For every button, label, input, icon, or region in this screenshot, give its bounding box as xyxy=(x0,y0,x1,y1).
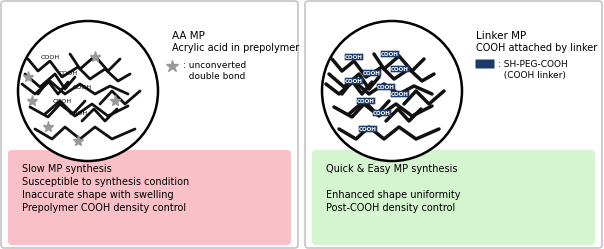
FancyBboxPatch shape xyxy=(357,98,375,104)
Text: (COOH linker): (COOH linker) xyxy=(498,70,566,79)
Text: Slow MP synthesis: Slow MP synthesis xyxy=(22,164,112,174)
FancyBboxPatch shape xyxy=(359,126,378,132)
Text: COOH: COOH xyxy=(359,126,377,131)
Text: Quick & Easy MP synthesis: Quick & Easy MP synthesis xyxy=(326,164,457,174)
FancyBboxPatch shape xyxy=(345,54,363,60)
Text: Inaccurate shape with swelling: Inaccurate shape with swelling xyxy=(22,190,173,200)
Text: COOH: COOH xyxy=(391,91,409,97)
FancyBboxPatch shape xyxy=(475,60,495,68)
FancyBboxPatch shape xyxy=(391,91,410,97)
Text: COOH: COOH xyxy=(59,70,77,75)
FancyBboxPatch shape xyxy=(305,1,602,248)
Text: COOH: COOH xyxy=(68,111,88,116)
Text: : SH-PEG-COOH: : SH-PEG-COOH xyxy=(498,60,568,68)
Circle shape xyxy=(18,21,158,161)
Text: COOH attached by linker: COOH attached by linker xyxy=(476,43,597,53)
FancyBboxPatch shape xyxy=(377,84,395,90)
FancyBboxPatch shape xyxy=(391,66,410,72)
FancyBboxPatch shape xyxy=(345,78,363,84)
Text: COOH: COOH xyxy=(53,99,71,104)
Text: COOH: COOH xyxy=(377,84,395,89)
Text: Enhanced shape uniformity: Enhanced shape uniformity xyxy=(326,190,460,200)
Text: COOH: COOH xyxy=(363,70,381,75)
Text: COOH: COOH xyxy=(40,55,60,60)
FancyBboxPatch shape xyxy=(373,110,391,116)
Text: COOH: COOH xyxy=(391,66,409,71)
FancyBboxPatch shape xyxy=(1,1,298,248)
Text: COOH: COOH xyxy=(72,84,92,89)
Text: Post-COOH density control: Post-COOH density control xyxy=(326,203,455,213)
Text: : unconverted: : unconverted xyxy=(183,61,246,69)
FancyBboxPatch shape xyxy=(312,150,595,245)
Text: Linker MP: Linker MP xyxy=(476,31,526,41)
FancyBboxPatch shape xyxy=(8,150,291,245)
Circle shape xyxy=(322,21,462,161)
FancyBboxPatch shape xyxy=(381,51,399,57)
Text: Acrylic acid in prepolymer: Acrylic acid in prepolymer xyxy=(172,43,299,53)
Text: COOH: COOH xyxy=(357,99,375,104)
Text: COOH: COOH xyxy=(345,78,363,83)
Text: COOH: COOH xyxy=(373,111,391,116)
Text: COOH: COOH xyxy=(345,55,363,60)
Text: Prepolymer COOH density control: Prepolymer COOH density control xyxy=(22,203,186,213)
Text: Susceptible to synthesis condition: Susceptible to synthesis condition xyxy=(22,177,189,187)
Text: double bond: double bond xyxy=(183,71,245,80)
Text: COOH: COOH xyxy=(381,52,399,57)
Text: AA MP: AA MP xyxy=(172,31,205,41)
FancyBboxPatch shape xyxy=(362,70,381,76)
